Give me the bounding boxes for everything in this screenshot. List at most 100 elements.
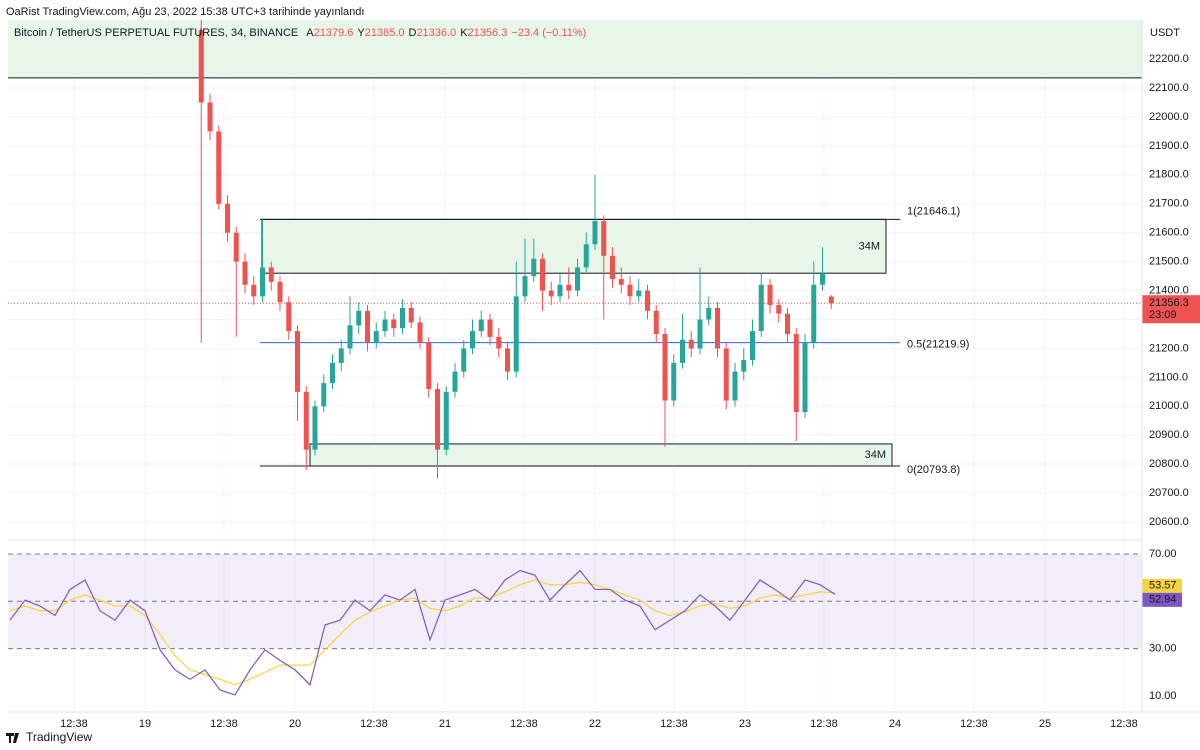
candle-body	[653, 310, 659, 334]
legend-title: Bitcoin / TetherUS PERPETUAL FUTURES, 34…	[14, 27, 298, 39]
candle-body	[435, 388, 440, 450]
x-tick-label: 12:38	[1110, 718, 1138, 730]
candle-body	[426, 342, 432, 389]
candle-body	[505, 348, 510, 372]
candle-body	[260, 267, 265, 297]
x-tick-label: 12:38	[660, 718, 688, 730]
candle-body	[548, 290, 554, 297]
candle-body	[417, 322, 423, 343]
candle-body	[461, 348, 467, 372]
candle-body	[408, 307, 414, 323]
candle-body	[268, 267, 274, 282]
candle-body	[303, 391, 309, 450]
candle-body	[767, 284, 773, 306]
candle-body	[715, 307, 720, 349]
y-tick-label: 21200.0	[1149, 342, 1189, 354]
candle-body	[575, 267, 580, 291]
rsi-value-box	[1142, 592, 1182, 607]
candle-body	[522, 276, 528, 297]
x-tick-label: 12:38	[960, 718, 988, 730]
last-price-label: 21356.3	[1149, 297, 1189, 309]
range-box	[309, 443, 893, 467]
brand: TradingView	[26, 730, 92, 744]
y-tick-label: 21800.0	[1149, 169, 1189, 181]
y-tick-label: 20800.0	[1149, 458, 1189, 470]
candle-body	[356, 310, 362, 326]
candle-body	[251, 284, 257, 297]
candle-body	[688, 339, 694, 349]
candle-body	[750, 331, 755, 361]
candle-body	[785, 313, 790, 334]
y-tick-label: 21900.0	[1149, 140, 1189, 152]
y-tick-label: 21600.0	[1149, 227, 1189, 239]
x-tick-label: 21	[439, 718, 451, 730]
ohlc-value: 21336.0	[416, 27, 456, 39]
candle-body	[828, 296, 834, 304]
countdown-label: 23:09	[1149, 309, 1177, 321]
ohlc-key: A	[306, 27, 314, 39]
y-tick-label: 22000.0	[1149, 111, 1189, 123]
candle-body	[330, 362, 335, 384]
x-tick-label: 12:38	[210, 718, 238, 730]
candle-body	[557, 284, 563, 297]
candle-body	[662, 333, 668, 401]
x-tick-label: 20	[289, 718, 301, 730]
ohlc-value: 21356.3	[468, 27, 508, 39]
fib-label: 1(21646.1)	[907, 205, 960, 217]
x-tick-label: 24	[889, 718, 901, 730]
candle-body	[295, 331, 300, 392]
candle-body	[242, 261, 248, 285]
x-tick-label: 12:38	[510, 718, 538, 730]
candle-body	[286, 302, 292, 332]
y-tick-label: 21400.0	[1149, 284, 1189, 296]
ohlc-value: 21385.0	[365, 27, 405, 39]
candle-body	[583, 244, 589, 268]
candle-body	[338, 348, 344, 363]
candle-body	[198, 30, 204, 103]
y-tick-label: 21000.0	[1149, 400, 1189, 412]
candle-body	[793, 333, 799, 413]
change-label: −23.4 (−0.11%)	[511, 27, 586, 39]
candle-body	[758, 284, 764, 332]
candle-body	[513, 296, 519, 372]
legend: Bitcoin / TetherUS PERPETUAL FUTURES, 34…	[14, 27, 586, 39]
candle-body	[347, 325, 353, 349]
y-tick-label: 20900.0	[1149, 429, 1189, 441]
unit-label: USDT	[1150, 27, 1180, 39]
rsi-tick-label: 30.00	[1149, 643, 1177, 655]
rsi-ma-label: 53.57	[1149, 580, 1177, 592]
rsi-tick-label: 70.00	[1149, 548, 1177, 560]
candle-body	[496, 336, 502, 349]
rsi-line	[9, 569, 836, 696]
candle-body	[452, 371, 458, 392]
x-tick-label: 12:38	[60, 718, 88, 730]
candle-body	[811, 284, 817, 343]
candle-body	[216, 131, 222, 204]
candle-body	[225, 203, 230, 233]
fib-label: 0(20793.8)	[907, 464, 960, 476]
candle-body	[540, 258, 545, 291]
candle-body	[312, 406, 318, 450]
candle-body	[391, 319, 397, 329]
x-tick-label: 25	[1039, 718, 1051, 730]
candle-body	[776, 305, 782, 314]
candle-body	[610, 255, 615, 279]
candle-body	[321, 383, 327, 407]
box-label: 34M	[865, 449, 886, 461]
x-tick-label: 12:38	[810, 718, 838, 730]
rsi-value-label: 52.94	[1149, 594, 1177, 606]
candle-body	[680, 339, 685, 363]
y-tick-label: 22100.0	[1149, 82, 1189, 94]
y-tick-label: 20600.0	[1149, 516, 1189, 528]
candle-body	[802, 342, 808, 413]
top-zone	[8, 20, 1142, 78]
ohlc-key: D	[408, 27, 416, 39]
ohlc-key: Y	[357, 27, 365, 39]
y-tick-label: 21500.0	[1149, 256, 1189, 268]
ohlc-value: 21379.6	[314, 27, 354, 39]
y-tick-label: 21700.0	[1149, 198, 1189, 210]
y-tick-label: 22200.0	[1149, 53, 1189, 65]
candle-body	[487, 319, 493, 337]
candle-body	[531, 258, 537, 277]
